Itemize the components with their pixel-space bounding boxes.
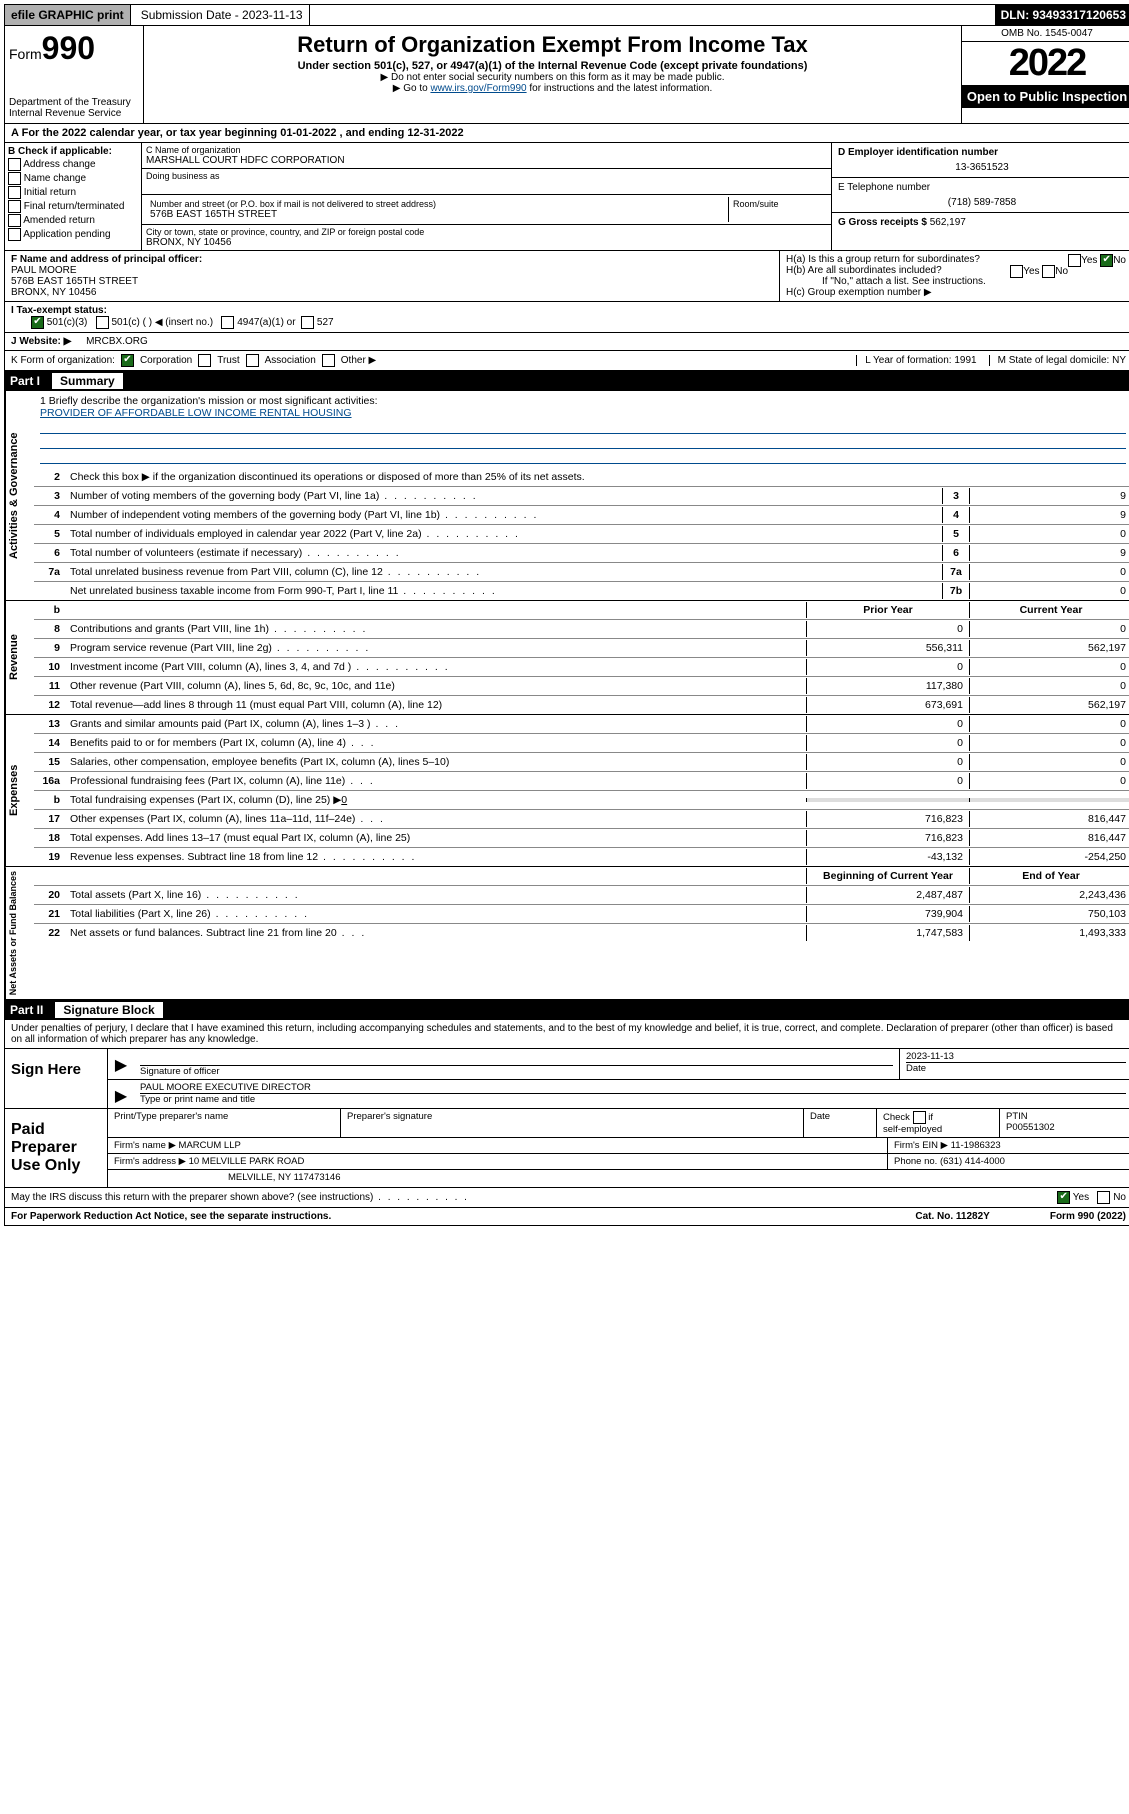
arrow-icon: ▶ [108, 1049, 134, 1079]
efile-button[interactable]: efile GRAPHIC print [5, 5, 131, 25]
form-note1: ▶ Do not enter social security numbers o… [152, 72, 953, 83]
sign-here-block: Sign Here ▶ Signature of officer 2023-11… [4, 1049, 1129, 1109]
block-f: F Name and address of principal officer:… [5, 251, 780, 301]
governance-vlabel: Activities & Governance [5, 391, 34, 600]
form-title: Return of Organization Exempt From Incom… [152, 32, 953, 58]
block-e: E Telephone number (718) 589-7858 [832, 178, 1129, 213]
website-link[interactable]: MRCBX.ORG [86, 336, 148, 347]
block-h: H(a) Is this a group return for subordin… [780, 251, 1129, 301]
open-inspection: Open to Public Inspection [962, 85, 1129, 108]
page-footer: For Paperwork Reduction Act Notice, see … [4, 1208, 1129, 1226]
block-d: D Employer identification number 13-3651… [832, 143, 1129, 178]
mission-text[interactable]: PROVIDER OF AFFORDABLE LOW INCOME RENTAL… [40, 407, 352, 419]
block-c: C Name of organization MARSHALL COURT HD… [142, 143, 831, 250]
irs-link[interactable]: www.irs.gov/Form990 [430, 83, 526, 94]
expenses-vlabel: Expenses [5, 715, 34, 866]
tax-year-range: A For the 2022 calendar year, or tax yea… [4, 124, 1129, 143]
dln: DLN: 93493317120653 [995, 5, 1129, 25]
tax-year: 2022 [962, 42, 1129, 85]
omb-number: OMB No. 1545-0047 [962, 26, 1129, 42]
org-name: MARSHALL COURT HDFC CORPORATION [146, 155, 827, 166]
arrow-icon: ▶ [108, 1080, 134, 1108]
paid-preparer-block: Paid Preparer Use Only Print/Type prepar… [4, 1109, 1129, 1188]
form-note2: ▶ Go to www.irs.gov/Form990 for instruct… [152, 83, 953, 94]
website-row: J Website: ▶ MRCBX.ORG [4, 333, 1129, 351]
discuss-row: May the IRS discuss this return with the… [4, 1188, 1129, 1208]
form-org-row: K Form of organization: ✔ Corporation Tr… [4, 351, 1129, 371]
top-bar: efile GRAPHIC print Submission Date - 20… [4, 4, 1129, 26]
irs-label: Internal Revenue Service [9, 108, 139, 119]
governance-section: Activities & Governance 1 Briefly descri… [4, 391, 1129, 601]
part1-header: Part I Summary [4, 371, 1129, 391]
revenue-section: Revenue bPrior YearCurrent Year 8Contrib… [4, 601, 1129, 715]
officer-group-block: F Name and address of principal officer:… [4, 251, 1129, 302]
form-subtitle: Under section 501(c), 527, or 4947(a)(1)… [152, 60, 953, 72]
signature-intro: Under penalties of perjury, I declare th… [4, 1020, 1129, 1049]
org-address: 576B EAST 165TH STREET [150, 209, 724, 220]
submission-date: Submission Date - 2023-11-13 [135, 5, 310, 25]
block-b: B Check if applicable: Address change Na… [5, 143, 142, 250]
netassets-section: Net Assets or Fund Balances Beginning of… [4, 867, 1129, 1000]
org-info-block: B Check if applicable: Address change Na… [4, 143, 1129, 251]
tax-status-row: I Tax-exempt status: ✔ 501(c)(3) 501(c) … [4, 302, 1129, 333]
form-header: Form990 Department of the Treasury Inter… [4, 26, 1129, 124]
netassets-vlabel: Net Assets or Fund Balances [5, 867, 34, 999]
block-g: G Gross receipts $ 562,197 [832, 213, 1129, 232]
form-number: Form990 [9, 30, 139, 67]
part2-header: Part II Signature Block [4, 1000, 1129, 1020]
dept-label: Department of the Treasury [9, 97, 139, 108]
org-city: BRONX, NY 10456 [146, 237, 827, 248]
expenses-section: Expenses 13Grants and similar amounts pa… [4, 715, 1129, 867]
revenue-vlabel: Revenue [5, 601, 34, 714]
